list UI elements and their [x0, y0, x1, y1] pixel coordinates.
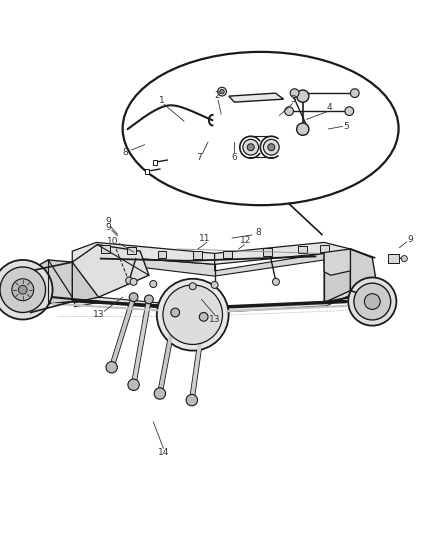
Bar [193, 251, 202, 259]
Circle shape [129, 293, 138, 302]
Circle shape [199, 312, 208, 321]
Polygon shape [72, 255, 99, 302]
Text: 14: 14 [158, 448, 169, 457]
Circle shape [189, 282, 196, 290]
Text: 6: 6 [231, 154, 237, 163]
Polygon shape [72, 243, 215, 264]
Bar [153, 159, 157, 165]
Text: 8: 8 [255, 228, 261, 237]
Circle shape [364, 294, 380, 310]
Circle shape [290, 89, 299, 98]
Text: 11: 11 [199, 233, 211, 243]
Text: 5: 5 [343, 122, 349, 131]
Text: 4: 4 [327, 102, 332, 111]
Polygon shape [99, 253, 324, 276]
Polygon shape [28, 260, 72, 304]
Circle shape [297, 90, 309, 102]
Circle shape [345, 107, 353, 116]
Circle shape [157, 279, 229, 351]
Ellipse shape [123, 52, 399, 205]
Text: 12: 12 [240, 236, 251, 245]
Circle shape [0, 267, 46, 312]
Circle shape [268, 144, 275, 151]
Bar [388, 254, 399, 263]
Circle shape [211, 281, 218, 288]
Text: 3: 3 [290, 95, 297, 104]
Circle shape [401, 255, 407, 262]
Text: 13: 13 [93, 310, 105, 319]
Text: 10: 10 [107, 237, 119, 246]
Bar [127, 247, 136, 254]
Circle shape [272, 278, 279, 285]
Circle shape [128, 379, 139, 391]
Polygon shape [324, 249, 350, 302]
Bar [158, 251, 166, 258]
Circle shape [297, 123, 309, 135]
Polygon shape [74, 290, 350, 312]
Text: 8: 8 [122, 148, 128, 157]
Bar [320, 246, 328, 253]
Circle shape [163, 285, 223, 344]
Bar [263, 248, 272, 255]
Circle shape [350, 89, 359, 98]
Text: 1: 1 [159, 95, 165, 104]
Text: 2: 2 [214, 91, 219, 100]
Bar [101, 246, 110, 253]
Circle shape [218, 87, 226, 96]
Circle shape [171, 308, 180, 317]
Text: 7: 7 [196, 154, 202, 163]
Circle shape [106, 361, 117, 373]
Bar [223, 251, 232, 258]
Text: 9: 9 [106, 223, 112, 231]
Circle shape [220, 90, 224, 94]
Text: 9: 9 [106, 216, 112, 225]
Circle shape [243, 139, 258, 155]
Circle shape [150, 280, 157, 287]
Circle shape [12, 279, 34, 301]
Circle shape [285, 107, 293, 116]
Circle shape [186, 394, 198, 406]
Bar [145, 168, 149, 174]
Circle shape [18, 285, 27, 294]
Bar [298, 246, 307, 253]
Polygon shape [324, 249, 350, 275]
Polygon shape [350, 249, 377, 290]
Circle shape [354, 283, 391, 320]
Polygon shape [72, 245, 149, 297]
Circle shape [130, 278, 137, 285]
Circle shape [247, 144, 254, 151]
Text: 9: 9 [407, 235, 413, 244]
Text: 13: 13 [209, 314, 220, 324]
Circle shape [263, 139, 279, 155]
Polygon shape [229, 93, 283, 102]
Circle shape [126, 277, 133, 284]
Circle shape [154, 388, 166, 399]
Polygon shape [215, 243, 350, 264]
Circle shape [145, 295, 153, 304]
Circle shape [348, 278, 396, 326]
Circle shape [0, 260, 53, 319]
